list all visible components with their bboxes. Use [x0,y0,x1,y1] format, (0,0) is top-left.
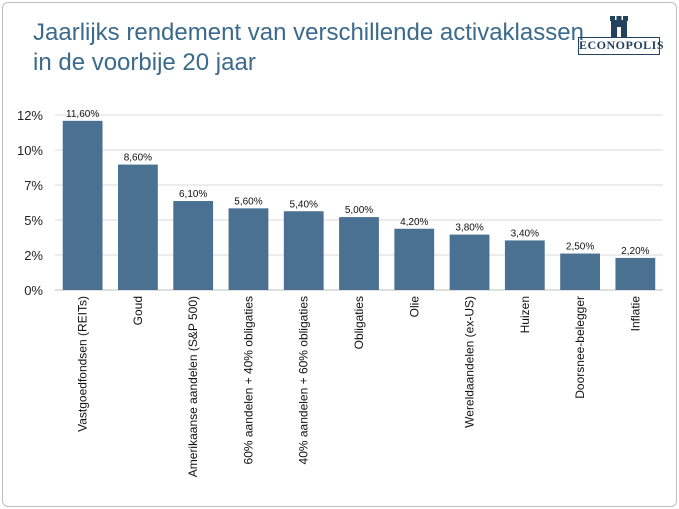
title-line-1: Jaarlijks rendement van verschillende ac… [33,19,584,46]
category-label: 40% aandelen + 60% obligaties [297,296,311,464]
bar [228,208,269,290]
y-tick-label: 0% [24,283,43,298]
y-tick-label: 10% [17,143,43,158]
chart-title: Jaarlijks rendement van verschillende ac… [33,18,584,78]
bar [504,240,545,290]
bar [615,257,656,290]
category-label: Doorsnee-belegger [573,296,587,399]
category-label: 60% aandelen + 40% obligaties [241,296,255,464]
data-label: 2,50% [566,242,594,253]
tower-icon [610,16,628,38]
category-label: Amerikaanse aandelen (S&P 500) [186,296,200,477]
data-label: 11,60% [66,109,99,120]
bar [283,211,324,290]
logo-wordmark: ECONOPOLIS [578,37,664,55]
bar [560,253,600,290]
bar [62,120,103,290]
category-labels: Vastgoedfondsen (REITs) Goud Amerikaanse a… [76,296,643,478]
y-tick-label: 7% [24,178,43,193]
category-label: Inflatie [628,296,642,332]
data-label: 3,80% [455,223,483,234]
data-label: 6,10% [179,189,207,200]
data-label: 2,20% [621,246,649,257]
title-line-2: in de voorbije 20 jaar [33,49,256,76]
y-axis: 0% 2% 5% 7% 10% 12% [17,108,43,298]
bar [449,234,490,290]
bar [339,217,379,290]
category-label: Goud [131,296,145,325]
y-tick-label: 5% [24,213,43,228]
data-label: 5,40% [290,199,318,210]
bar [394,228,435,290]
category-label: Wereldaandelen (ex-US) [463,296,477,428]
y-tick-label: 2% [24,248,43,263]
bars [62,120,656,290]
econopolis-logo: ECONOPOLIS [578,14,664,64]
bar [173,201,214,290]
category-label: Obligaties [352,296,366,349]
data-label: 8,60% [124,153,152,164]
data-labels: 11,60% 8,60% 6,10% 5,60% 5,40% 5,00% 4,20% 3,80… [66,109,650,257]
data-label: 3,40% [511,228,539,239]
category-label: Olie [407,296,421,318]
bar [118,164,158,290]
data-label: 5,60% [234,196,262,207]
data-label: 4,20% [400,217,428,228]
category-label: Huizen [518,296,532,333]
category-label: Vastgoedfondsen (REITs) [76,296,90,432]
data-label: 5,00% [345,205,373,216]
y-tick-label: 12% [17,108,43,123]
